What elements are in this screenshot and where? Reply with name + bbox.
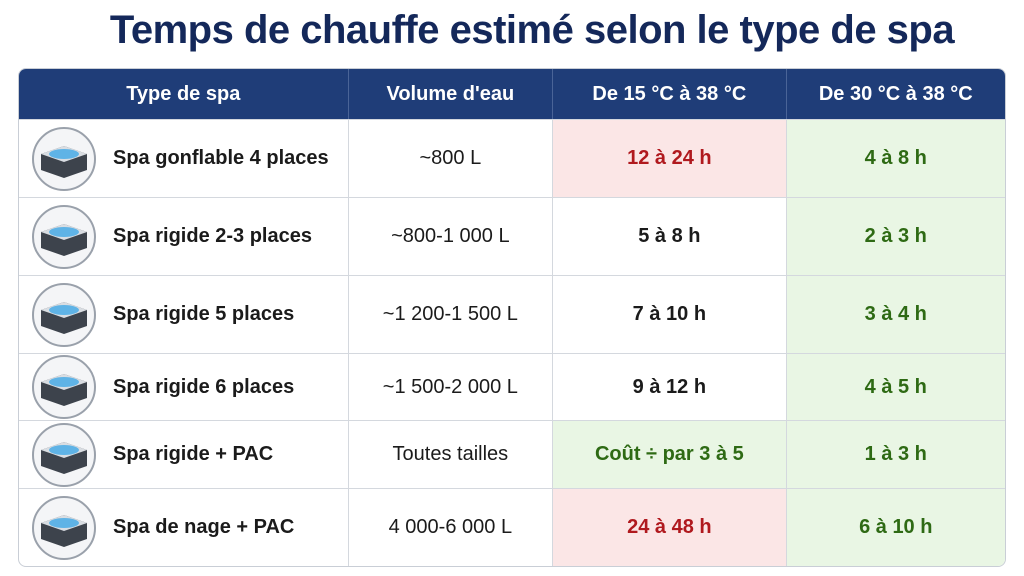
column-header: Type de spa bbox=[19, 69, 349, 119]
table-cell: ~800 L bbox=[348, 119, 554, 197]
spa-type: Spa rigide + PAC bbox=[113, 443, 274, 465]
type-wrap: Spa rigide + PAC bbox=[19, 422, 348, 488]
spa-type: Spa rigide 2-3 places bbox=[113, 225, 312, 247]
table-cell: 9 à 12 h bbox=[553, 353, 787, 420]
spa-type: Spa rigide 6 places bbox=[113, 375, 295, 398]
table-cell: 12 à 24 h bbox=[553, 119, 787, 197]
type-wrap: Spa rigide 6 places bbox=[19, 354, 348, 420]
table-cell: 7 à 10 h bbox=[553, 275, 787, 353]
heating-table: Type de spa Volume d'eau De 15 °C à 38 °… bbox=[18, 68, 1006, 567]
table-cell: 4 000-6 000 L bbox=[348, 488, 554, 566]
type-wrap: Spa rigide 5 places bbox=[19, 282, 348, 348]
table-cell: 1 à 3 h bbox=[786, 420, 1005, 488]
table-cell: 3 à 4 h bbox=[786, 275, 1005, 353]
table-cell: Spa gonflable 4 places bbox=[19, 119, 349, 197]
table-cell: Coût ÷ par 3 à 5 bbox=[553, 420, 787, 488]
spa-icon bbox=[32, 282, 96, 347]
type-wrap: Spa de nage + PAC bbox=[19, 495, 348, 561]
column-header: De 15 °C à 38 °C bbox=[553, 69, 787, 119]
table-cell: ~1 200-1 500 L bbox=[348, 275, 554, 353]
table-cell: Spa rigide + PAC bbox=[19, 420, 349, 488]
spa-icon bbox=[32, 422, 96, 487]
table-cell: Spa rigide 5 places bbox=[19, 275, 349, 353]
type-wrap: Spa rigide 2-3 places bbox=[19, 204, 348, 270]
table-cell: ~1 500-2 000 L bbox=[348, 353, 554, 420]
spa-icon bbox=[32, 355, 96, 419]
table-cell: 24 à 48 h bbox=[553, 488, 787, 566]
table-cell: 2 à 3 h bbox=[786, 197, 1005, 275]
table-row: Spa rigide + PAC Toutes tailles Coût ÷ par… bbox=[19, 420, 1005, 488]
table-cell: ~800-1 000 L bbox=[348, 197, 554, 275]
header-row: Type de spa Volume d'eau De 15 °C à 38 °… bbox=[19, 69, 1005, 119]
column-header: Volume d'eau bbox=[348, 69, 554, 119]
table-cell: Spa rigide 2-3 places bbox=[19, 197, 349, 275]
table-cell: Spa de nage + PAC bbox=[19, 488, 349, 566]
spa-type: Spa gonflable 4 places bbox=[113, 147, 329, 169]
spa-type: Spa rigide 5 places bbox=[113, 303, 295, 325]
table-cell: 6 à 10 h bbox=[786, 488, 1005, 566]
spa-type: Spa de nage + PAC bbox=[113, 516, 295, 538]
spa-icon bbox=[32, 126, 96, 191]
table-cell: 5 à 8 h bbox=[553, 197, 787, 275]
table-cell: 4 à 5 h bbox=[786, 353, 1005, 420]
spa-icon bbox=[32, 204, 96, 269]
table-cell: Spa rigide 6 places bbox=[19, 353, 349, 420]
type-wrap: Spa gonflable 4 places bbox=[19, 126, 348, 192]
spa-icon bbox=[32, 495, 96, 560]
title: Temps de chauffe estimé selon le type de… bbox=[109, 8, 955, 52]
table-cell: Toutes tailles bbox=[348, 420, 554, 488]
column-header: De 30 °C à 38 °C bbox=[786, 69, 1005, 119]
table-cell: 4 à 8 h bbox=[786, 119, 1005, 197]
